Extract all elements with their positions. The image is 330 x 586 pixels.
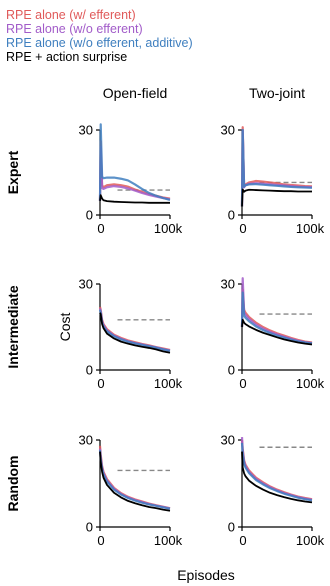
- series-line-4: [99, 312, 171, 354]
- series-line-4: [241, 318, 313, 346]
- column-title-open-field: Open-field: [103, 85, 168, 101]
- y-tick-label: 0: [228, 363, 235, 378]
- series-line-4: [99, 451, 171, 512]
- series-line-1: [240, 126, 313, 207]
- series-line-4: [99, 194, 170, 204]
- y-tick-label: 0: [86, 208, 93, 223]
- x-tick-label: 0: [97, 376, 104, 391]
- panel-random-two-joint: 0 30 0 100k: [221, 433, 325, 549]
- y-tick-label: 0: [86, 363, 93, 378]
- series-line-4: [241, 188, 312, 207]
- row-title-intermediate: Intermediate: [5, 285, 21, 368]
- row-title-random: Random: [5, 456, 21, 512]
- y-tick-label: 0: [228, 208, 235, 223]
- x-tick-label: 100k: [154, 221, 183, 236]
- row-title-expert: Expert: [5, 150, 21, 194]
- legend-entry-3: RPE alone (w/o efferent, additive): [6, 36, 193, 50]
- x-tick-label: 100k: [296, 221, 325, 236]
- panel-intermediate-two-joint: 0 30 0 100k: [221, 277, 325, 392]
- y-axis-label: Cost: [57, 313, 73, 342]
- y-tick-label: 0: [86, 520, 93, 535]
- y-tick-label: 30: [79, 277, 93, 292]
- series-line-1: [98, 140, 171, 201]
- y-tick-label: 30: [79, 123, 93, 138]
- x-tick-label: 100k: [296, 376, 325, 391]
- series-line-1: [98, 445, 171, 510]
- x-axis-label: Episodes: [177, 567, 235, 583]
- x-tick-label: 100k: [296, 533, 325, 548]
- y-tick-label: 30: [221, 277, 235, 292]
- panel-expert-open-field: 0 30 0 100k: [79, 123, 183, 237]
- series-line-3: [240, 128, 313, 207]
- y-tick-label: 0: [228, 520, 235, 535]
- legend-entry-4: RPE + action surprise: [6, 50, 127, 64]
- series-line-3: [240, 291, 313, 345]
- y-tick-label: 30: [221, 433, 235, 448]
- series-line-3: [240, 442, 313, 502]
- x-tick-label: 100k: [154, 376, 183, 391]
- x-tick-label: 0: [239, 376, 246, 391]
- legend-entry-2: RPE alone (w/o efferent): [6, 22, 143, 36]
- column-title-two-joint: Two-joint: [249, 85, 305, 101]
- x-tick-label: 0: [239, 221, 246, 236]
- series-line-2: [240, 128, 313, 207]
- y-tick-label: 30: [221, 123, 235, 138]
- panel-expert-two-joint: 0 30 0 100k: [221, 123, 325, 237]
- series-line-2: [240, 277, 313, 345]
- legend-entry-1: RPE alone (w/ efferent): [6, 8, 136, 22]
- series-line-3: [98, 123, 171, 202]
- panel-random-open-field: 0 30 0 100k: [79, 433, 183, 549]
- legend: RPE alone (w/ efferent)RPE alone (w/o ef…: [6, 8, 193, 64]
- x-tick-label: 0: [97, 221, 104, 236]
- series-line-4: [241, 451, 313, 504]
- panel-intermediate-open-field: 0 30 0 100k: [79, 277, 183, 392]
- series-line-3: [98, 450, 171, 510]
- series-line-2: [98, 145, 171, 201]
- x-tick-label: 0: [97, 533, 104, 548]
- y-tick-label: 30: [79, 433, 93, 448]
- x-tick-label: 100k: [154, 533, 183, 548]
- x-tick-label: 0: [239, 533, 246, 548]
